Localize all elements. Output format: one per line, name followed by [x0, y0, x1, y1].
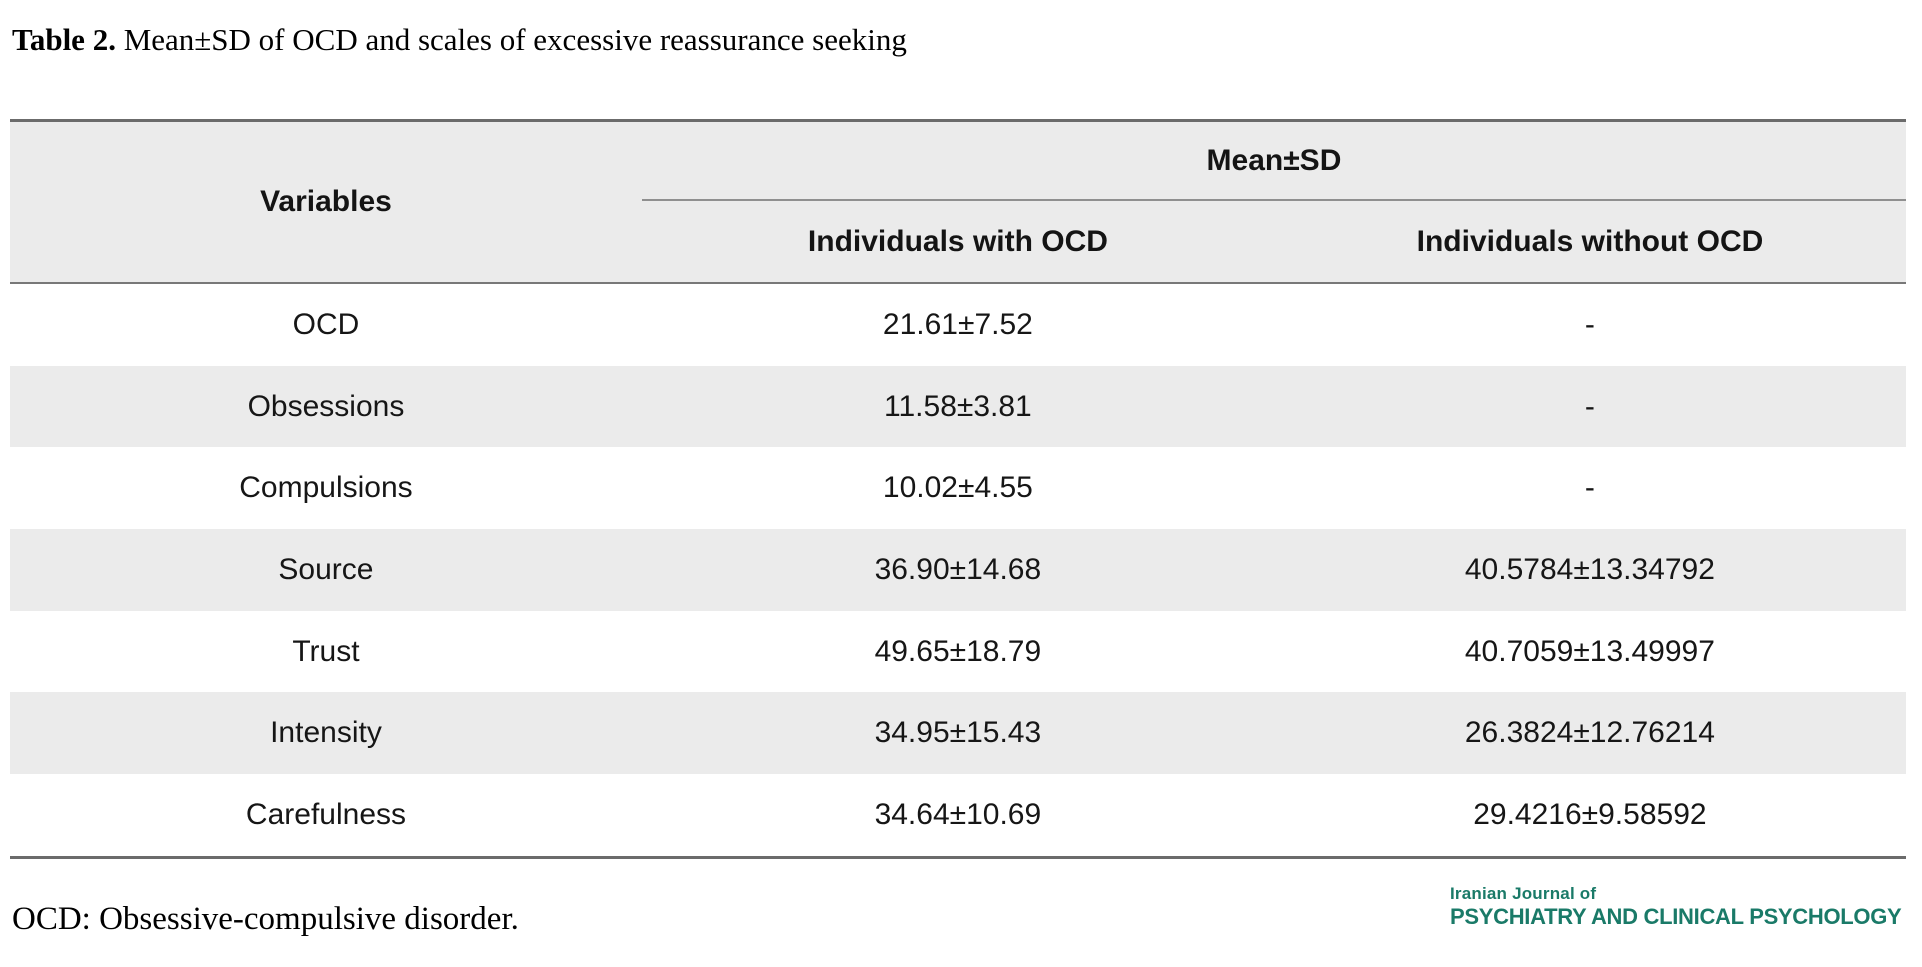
row-value-with-ocd: 34.95±15.43 [874, 716, 1042, 750]
column-header-variables: Variables [260, 185, 392, 218]
row-value-with-ocd: 21.61±7.52 [882, 307, 1033, 341]
table-row-ocd: OCD 21.61±7.52 - [10, 284, 1906, 366]
journal-logo-line1: Iranian Journal of [1450, 884, 1597, 903]
table-body: OCD 21.61±7.52 - Obsessions 11.58±3.81 -… [10, 284, 1906, 856]
journal-logo-line2: PSYCHIATRY AND CLINICAL PSYCHOLOGY [1450, 903, 1902, 929]
row-value-without-ocd: 29.4216±9.58592 [1473, 797, 1707, 831]
row-value-without-ocd: 40.7059±13.49997 [1464, 634, 1715, 668]
row-variable: Carefulness [245, 797, 406, 831]
subheader-row: Individuals with OCD Individuals without… [642, 201, 1906, 282]
row-value-without-ocd: 40.5784±13.34792 [1464, 552, 1715, 586]
row-variable: OCD [292, 307, 360, 341]
table-row-carefulness: Carefulness 34.64±10.69 29.4216±9.58592 [10, 774, 1906, 856]
table-footnote: OCD: Obsessive-compulsive disorder. [12, 901, 519, 937]
row-variable: Intensity [270, 716, 382, 750]
table-caption: Table 2. Mean±SD of OCD and scales of ex… [12, 22, 907, 58]
table-caption-number: Table 2. [12, 22, 116, 57]
row-value-without-ocd: - [1584, 471, 1595, 505]
column-header-with-ocd: Individuals with OCD [807, 224, 1108, 258]
row-value-with-ocd: 10.02±4.55 [882, 471, 1033, 505]
header-meansd-group: Mean±SD Individuals with OCD Individuals… [641, 122, 1906, 282]
row-variable: Trust [292, 634, 360, 668]
row-value-without-ocd: 26.3824±12.76214 [1464, 716, 1715, 750]
table-header: Variables Mean±SD Individuals with OCD I… [10, 122, 1906, 284]
table-row-intensity: Intensity 34.95±15.43 26.3824±12.76214 [10, 692, 1906, 775]
row-value-with-ocd: 49.65±18.79 [874, 634, 1042, 668]
row-value-with-ocd: 11.58±3.81 [884, 389, 1032, 423]
table-row-trust: Trust 49.65±18.79 40.7059±13.49997 [10, 610, 1906, 693]
table-row-compulsions: Compulsions 10.02±4.55 - [10, 447, 1906, 530]
row-value-without-ocd: - [1584, 389, 1595, 423]
table-caption-text: Mean±SD of OCD and scales of excessive r… [115, 22, 907, 57]
row-variable: Source [278, 552, 374, 586]
row-value-with-ocd: 34.64±10.69 [874, 797, 1042, 831]
table-row-obsessions: Obsessions 11.58±3.81 - [10, 365, 1906, 448]
row-value-without-ocd: - [1584, 307, 1595, 341]
column-header-without-ocd: Individuals without OCD [1416, 224, 1764, 258]
journal-logo: Iranian Journal of PSYCHIATRY AND CLINIC… [1450, 884, 1902, 929]
column-header-meansd: Mean±SD [641, 122, 1906, 201]
data-table: Variables Mean±SD Individuals with OCD I… [10, 119, 1906, 859]
row-value-with-ocd: 36.90±14.68 [874, 552, 1042, 586]
table-row-source: Source 36.90±14.68 40.5784±13.34792 [10, 529, 1906, 611]
row-variable: Obsessions [247, 389, 405, 423]
row-variable: Compulsions [239, 471, 413, 505]
